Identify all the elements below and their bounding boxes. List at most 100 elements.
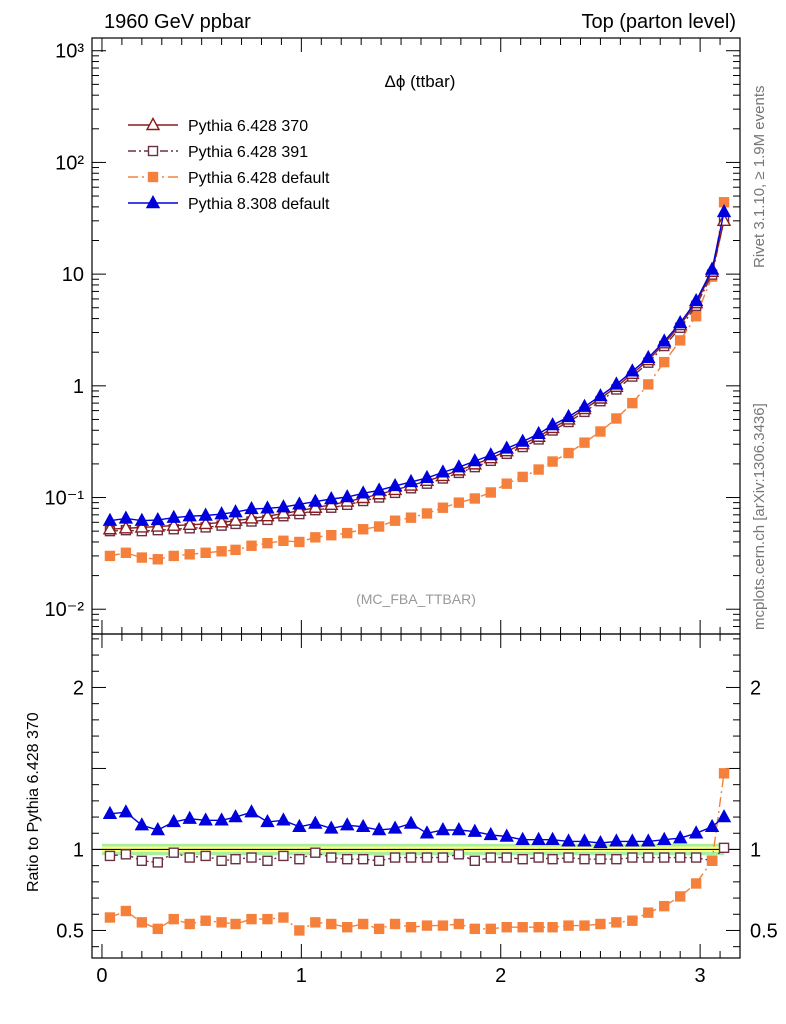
- analysis-annotation: (MC_FBA_TTBAR): [356, 591, 476, 607]
- ratio-point-p391: [104, 850, 116, 862]
- main-point-p8: [451, 459, 467, 473]
- main-line-p391: [109, 219, 725, 532]
- ratio-point-p8: [340, 817, 355, 831]
- ratio-point-p8: [244, 804, 259, 818]
- ratio-point-p391: [469, 855, 481, 866]
- ratio-point-p8: [292, 818, 307, 832]
- ratio-point-p391: [533, 852, 544, 863]
- main-point-pdef: [453, 497, 465, 508]
- legend-marker-p391: [147, 145, 159, 157]
- ratio-point-p391: [389, 852, 401, 863]
- ratio-point-pdef: [200, 915, 211, 926]
- main-line-p370: [109, 220, 725, 530]
- main-point-p370: [260, 508, 275, 522]
- legend-label-p8: Pythia 8.308 default: [188, 196, 330, 213]
- ratio-point-p391: [643, 852, 654, 863]
- ratio-point-pdef: [246, 913, 257, 925]
- y-tick-label: 1: [73, 376, 84, 398]
- ratio-point-p8: [657, 831, 672, 845]
- ratio-point-pdef: [278, 912, 289, 923]
- main-point-pdef: [517, 471, 528, 483]
- ratio-ylabel: Ratio to Pythia 6.428 370: [25, 712, 42, 892]
- main-point-p8: [182, 508, 197, 522]
- ratio-point-p391: [120, 849, 132, 860]
- ratio-point-p391: [517, 853, 528, 865]
- legend-marker-p8: [145, 195, 161, 209]
- ratio-point-p8: [198, 812, 213, 826]
- ratio-point-p8: [483, 826, 498, 841]
- ratio-point-pdef: [690, 878, 702, 889]
- ratio-point-pdef: [120, 905, 132, 917]
- ratio-point-pdef: [595, 918, 606, 930]
- main-point-pdef: [262, 537, 273, 549]
- ratio-point-p8: [704, 818, 720, 832]
- main-point-p8: [403, 473, 419, 488]
- main-point-p8: [166, 509, 181, 523]
- ratio-point-p8: [118, 804, 134, 818]
- ratio-point-p391: [216, 855, 227, 866]
- main-point-p370: [276, 505, 291, 519]
- main-point-p8: [641, 349, 656, 364]
- main-point-pdef: [246, 540, 257, 551]
- ratio-point-pdef: [230, 918, 241, 930]
- main-point-p8: [545, 417, 560, 431]
- main-point-pdef: [342, 527, 353, 539]
- main-point-pdef: [469, 493, 481, 504]
- ratio-point-p391: [357, 853, 369, 865]
- ratio-point-p8: [625, 833, 640, 847]
- ratio-point-p391: [373, 855, 385, 866]
- x-tick-label: 3: [695, 965, 706, 987]
- main-point-p8: [515, 433, 530, 447]
- ratio-point-pdef: [294, 925, 305, 936]
- main-point-pdef: [643, 379, 654, 390]
- main-point-p370: [214, 514, 229, 528]
- ratio-point-p391: [421, 852, 433, 863]
- ratio-point-p8: [561, 833, 576, 847]
- main-point-pdef: [485, 487, 496, 498]
- axes-frame: 10⁻² 10⁻¹ 1 10 10² 10³ 0.5 0.5 1 1 2 2 0 1 2 3: [45, 37, 778, 987]
- ratio-point-p8: [355, 818, 371, 832]
- legend-label-pdef: Pythia 6.428 default: [188, 170, 330, 187]
- main-point-pdef: [120, 547, 132, 558]
- header-left: 1960 GeV ppbar: [104, 11, 251, 33]
- ratio-point-p391: [230, 853, 241, 865]
- header-right: Top (parton level): [581, 11, 736, 33]
- main-point-p8: [214, 506, 229, 520]
- main-point-pdef: [230, 544, 241, 556]
- main-point-p370: [166, 517, 181, 531]
- ratio-point-pdef: [310, 917, 321, 928]
- main-point-p370: [102, 521, 118, 535]
- ratio-point-p391: [278, 850, 289, 862]
- ratio-point-p8: [451, 822, 467, 836]
- ratio-point-pdef: [485, 923, 496, 935]
- ratio-point-p391: [579, 853, 590, 865]
- ratio-point-p391: [501, 852, 512, 863]
- ratio-point-p8: [387, 820, 403, 834]
- ratio-point-p8: [260, 813, 275, 828]
- main-point-p370: [118, 520, 134, 534]
- main-point-pdef: [389, 515, 401, 526]
- main-point-p8: [292, 496, 307, 510]
- ratio-point-p8: [545, 831, 560, 845]
- main-point-p370: [292, 502, 307, 517]
- ratio-point-p8: [716, 809, 732, 823]
- ratio-point-pdef: [184, 918, 195, 930]
- ratio-point-pdef: [326, 918, 337, 930]
- main-point-p8: [260, 500, 275, 514]
- main-point-p370: [198, 515, 213, 530]
- ratio-point-pdef: [437, 920, 449, 931]
- main-point-p8: [419, 469, 435, 484]
- ratio-point-pdef: [168, 913, 179, 925]
- main-point-pdef: [579, 437, 590, 448]
- ratio-point-p8: [403, 815, 419, 829]
- main-point-p370: [150, 518, 165, 532]
- chart-title: Δϕ (ttbar): [385, 72, 456, 91]
- ratio-y-tick-label-right: 2: [750, 677, 761, 699]
- ratio-point-p8: [531, 831, 546, 845]
- main-point-p8: [609, 376, 624, 390]
- x-tick-label: 1: [296, 965, 307, 987]
- main-point-pdef: [136, 552, 148, 563]
- ratio-point-pdef: [674, 891, 686, 902]
- ratio-point-p8: [515, 831, 530, 845]
- main-point-pdef: [690, 311, 702, 322]
